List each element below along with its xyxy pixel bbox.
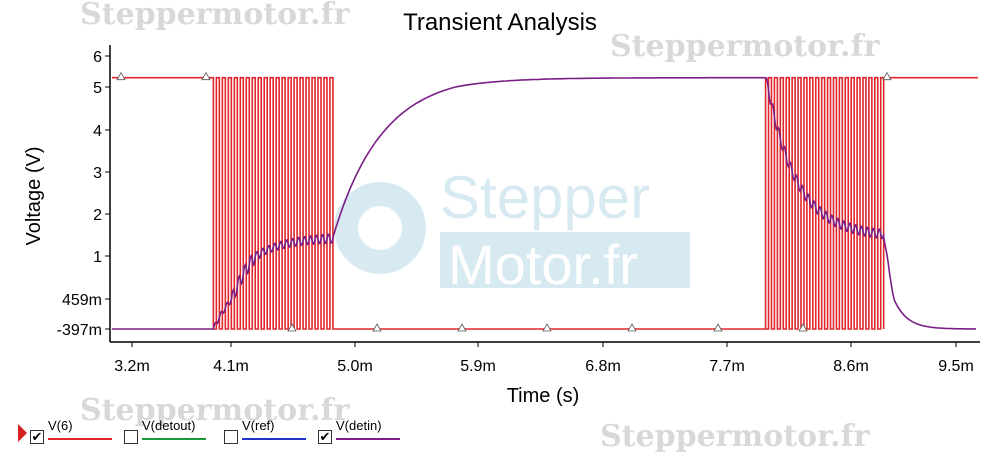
y-tick-label: 5 bbox=[93, 80, 102, 97]
x-tick-label: 5.9m bbox=[460, 358, 496, 375]
x-tick-label: 6.8m bbox=[585, 358, 621, 375]
legend-swatch-detin bbox=[336, 438, 400, 440]
legend-label-detin: V(detin) bbox=[336, 418, 382, 433]
checkbox-ref[interactable] bbox=[224, 430, 238, 444]
series-detin-line bbox=[112, 76, 976, 330]
x-tick-label: 7.7m bbox=[709, 358, 745, 375]
checkbox-v6[interactable]: ✔ bbox=[30, 429, 44, 444]
sample-marker-icon bbox=[542, 323, 552, 332]
y-tick-label: 2 bbox=[93, 207, 102, 224]
legend: ✔ V(6) V(detout) V(ref) ✔ V(detin) bbox=[0, 412, 1000, 452]
x-axis-label: Time (s) bbox=[507, 385, 580, 407]
sample-marker-icon bbox=[627, 323, 637, 332]
y-ticks: 6 5 4 3 2 1 459m -397m bbox=[57, 49, 110, 339]
logo-line2: Motor.fr bbox=[448, 233, 638, 296]
y-tick-label: 6 bbox=[93, 49, 102, 66]
x-ticks: 3.2m 4.1m 5.0m 5.9m 6.8m 7.7m 8.6m 9.5m bbox=[114, 342, 974, 375]
x-tick-label: 3.2m bbox=[114, 358, 150, 375]
y-tick-label: 1 bbox=[93, 249, 102, 266]
sample-marker-icon bbox=[457, 323, 467, 332]
legend-label-detout: V(detout) bbox=[142, 418, 196, 433]
y-tick-label: 459m bbox=[62, 292, 102, 309]
legend-swatch-detout bbox=[142, 438, 206, 440]
watermark-bottom-right: Steppermotor.fr bbox=[600, 419, 870, 452]
legend-swatch-ref bbox=[242, 438, 306, 440]
center-logo-watermark: Stepper Motor.fr bbox=[334, 164, 690, 296]
y-axis-label: Voltage (V) bbox=[23, 147, 45, 246]
plot-area bbox=[112, 71, 978, 332]
x-tick-label: 8.6m bbox=[833, 358, 869, 375]
sample-marker-icon bbox=[116, 71, 126, 81]
legend-swatch-v6 bbox=[48, 438, 112, 440]
y-tick-label: 4 bbox=[93, 123, 102, 140]
sample-marker-icon bbox=[798, 323, 808, 332]
x-tick-label: 4.1m bbox=[213, 358, 249, 375]
legend-marker-icon bbox=[18, 424, 27, 442]
legend-label-ref: V(ref) bbox=[242, 418, 275, 433]
sample-marker-icon bbox=[882, 71, 892, 81]
watermark-top-left: Steppermotor.fr bbox=[80, 0, 350, 32]
chart-title: Transient Analysis bbox=[403, 9, 597, 36]
logo-line1: Stepper bbox=[440, 164, 650, 231]
y-tick-label: -397m bbox=[57, 322, 102, 339]
checkbox-detin[interactable]: ✔ bbox=[318, 429, 332, 444]
x-tick-label: 9.5m bbox=[938, 358, 974, 375]
checkbox-detout[interactable] bbox=[124, 430, 138, 444]
watermark-bottom-left: Steppermotor.fr bbox=[80, 393, 350, 428]
x-tick-label: 5.0m bbox=[337, 358, 373, 375]
sample-marker-icon bbox=[372, 323, 382, 332]
sample-marker-icon bbox=[287, 323, 297, 332]
sample-marker-icon bbox=[713, 323, 723, 332]
y-tick-label: 3 bbox=[93, 165, 102, 182]
sample-marker-icon bbox=[201, 71, 211, 81]
legend-label-v6: V(6) bbox=[48, 418, 73, 433]
watermark-top-right: Steppermotor.fr bbox=[610, 29, 880, 64]
series-v6-line bbox=[112, 76, 978, 330]
